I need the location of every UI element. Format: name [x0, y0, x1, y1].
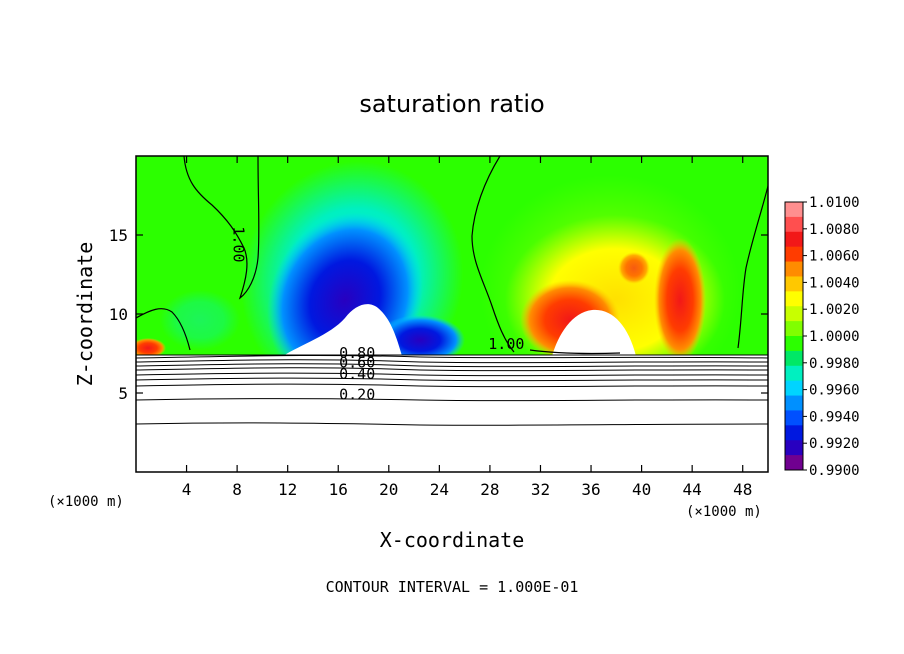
colorbar-segment — [785, 231, 803, 248]
contour-100-left — [183, 156, 260, 300]
field-cyan-small — [160, 290, 240, 350]
colorbar-segment — [785, 261, 803, 277]
contour-100-edge — [136, 308, 191, 351]
colorbar-segment — [785, 455, 803, 471]
x-tick-label: 44 — [683, 480, 702, 499]
y-tick-label: 15 — [109, 226, 128, 245]
x-unit-left: (×1000 m) — [48, 494, 124, 510]
chart-title: saturation ratio — [359, 90, 544, 118]
contour-100-right — [737, 185, 768, 349]
contour-label: 0.80 — [339, 344, 375, 362]
x-tick-label: 24 — [430, 480, 449, 499]
x-tick-label: 36 — [581, 480, 600, 499]
colorbar-label: 1.0000 — [809, 329, 860, 345]
contour-100-low — [529, 349, 621, 355]
x-tick-label: 20 — [379, 480, 398, 499]
colorbar-label: 0.9940 — [809, 409, 860, 425]
contour-label: 0.40 — [339, 365, 375, 383]
colorbar-segment — [785, 202, 803, 218]
x-tick-label: 12 — [278, 480, 297, 499]
x-tick-label: 40 — [632, 480, 651, 499]
colorbar-segment — [785, 276, 803, 292]
contour-label: 1.00 — [229, 226, 247, 262]
colorbar-segment — [785, 425, 803, 441]
colorbar-label: 0.9920 — [809, 436, 860, 452]
field-lower-white — [136, 355, 768, 472]
colorbar-label: 1.0060 — [809, 249, 860, 265]
contour-label: 1.00 — [488, 335, 524, 353]
field-orange-mid — [618, 252, 650, 284]
field-warm-edge — [136, 338, 166, 358]
colorbar-segment — [785, 336, 803, 352]
colorbar-label: 1.0080 — [809, 222, 860, 238]
y-tick-label: 5 — [118, 384, 128, 403]
colorbar-segment — [785, 216, 803, 233]
y-axis-ticks: 5 10 15 — [109, 226, 768, 403]
y-tick-label: 10 — [109, 305, 128, 324]
colorbar-segment — [785, 321, 803, 337]
y-axis-label: Z-coordinate — [73, 242, 97, 387]
contour-label: 0.20 — [339, 385, 375, 403]
colorbar-label: 1.0040 — [809, 275, 860, 291]
field-red-right — [654, 238, 706, 362]
contour-interval-note: CONTOUR INTERVAL = 1.000E-01 — [326, 578, 579, 596]
stratified-contours — [136, 354, 768, 426]
colorbar-label: 0.9960 — [809, 383, 860, 399]
colorbar-segment — [785, 350, 803, 367]
field-white-right — [552, 309, 636, 356]
field-white-left — [283, 304, 402, 356]
contour-100-mid — [471, 156, 515, 353]
saturation-field — [136, 156, 768, 472]
x-tick-label: 8 — [232, 480, 242, 499]
contour-labels: 1.00 1.00 0.800.600.40 0.20 — [229, 226, 524, 403]
colorbar-segment — [785, 380, 803, 397]
x-tick-label: 4 — [182, 480, 192, 499]
colorbar-label: 1.0020 — [809, 302, 860, 318]
x-tick-label: 28 — [480, 480, 499, 499]
colorbar-label: 0.9900 — [809, 463, 860, 479]
colorbar-segment — [785, 306, 803, 322]
x-tick-label: 32 — [531, 480, 550, 499]
colorbar-label: 0.9980 — [809, 356, 860, 372]
x-unit-right: (×1000 m) — [686, 504, 762, 520]
colorbar-label: 1.0100 — [809, 195, 860, 211]
colorbar-segment — [785, 365, 803, 382]
colorbar-segment — [785, 410, 803, 426]
x-tick-label: 48 — [733, 480, 752, 499]
x-tick-label: 16 — [329, 480, 348, 499]
x-axis-ticks: 4 8 12 16 20 24 28 32 36 40 44 48 — [182, 156, 752, 499]
colorbar-segment — [785, 395, 803, 411]
colorbar-segment — [785, 246, 803, 263]
x-axis-label: X-coordinate — [380, 528, 525, 552]
contour-label: 0.60 — [339, 354, 375, 372]
colorbar: 1.0100 1.0080 1.0060 1.0040 1.0020 1.0000 0.99… — [784, 195, 860, 479]
colorbar-segment — [785, 291, 803, 307]
colorbar-segment — [785, 440, 803, 456]
